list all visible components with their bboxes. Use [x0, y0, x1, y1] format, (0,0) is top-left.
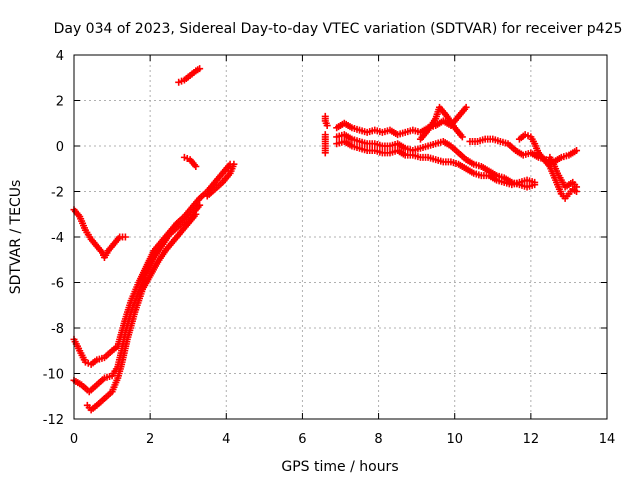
y-tick-label: -10	[43, 368, 64, 383]
y-tick-label: -8	[51, 322, 64, 337]
data-point	[458, 133, 466, 141]
x-tick-label: 14	[599, 432, 616, 447]
y-tick-label: -4	[51, 231, 64, 246]
x-tick-label: 12	[523, 432, 540, 447]
x-axis-label: GPS time / hours	[281, 459, 398, 475]
y-tick-label: 4	[56, 49, 64, 64]
y-tick-label: -6	[51, 277, 64, 292]
data-point	[121, 233, 129, 241]
data-point	[192, 162, 200, 170]
x-axis: 0 2 4 6 8 10 12 14	[70, 55, 615, 447]
x-tick-label: 0	[70, 432, 78, 447]
data-point	[573, 147, 581, 155]
y-tick-label: -12	[43, 413, 64, 428]
x-tick-label: 2	[146, 432, 154, 447]
data-point	[230, 160, 238, 168]
x-tick-label: 4	[222, 432, 230, 447]
x-tick-label: 10	[446, 432, 463, 447]
x-tick-label: 6	[298, 432, 306, 447]
grid	[74, 55, 607, 419]
y-tick-label: 0	[56, 140, 64, 155]
data-point	[323, 122, 331, 130]
chart-title: Day 034 of 2023, Sidereal Day-to-day VTE…	[54, 21, 623, 37]
y-axis: -12 -10 -8 -6 -4 -2 0 2 4	[43, 49, 607, 428]
data-point	[192, 210, 200, 218]
data-point	[573, 183, 581, 191]
data-point	[531, 181, 539, 189]
y-tick-label: -2	[51, 186, 64, 201]
data-point	[196, 201, 204, 209]
data-point	[462, 103, 470, 111]
y-tick-label: 2	[56, 95, 64, 110]
data-point	[196, 65, 204, 73]
data-marks	[70, 65, 581, 414]
y-axis-label: SDTVAR / TECUs	[8, 180, 24, 295]
x-tick-label: 8	[374, 432, 382, 447]
data-point	[321, 149, 329, 157]
